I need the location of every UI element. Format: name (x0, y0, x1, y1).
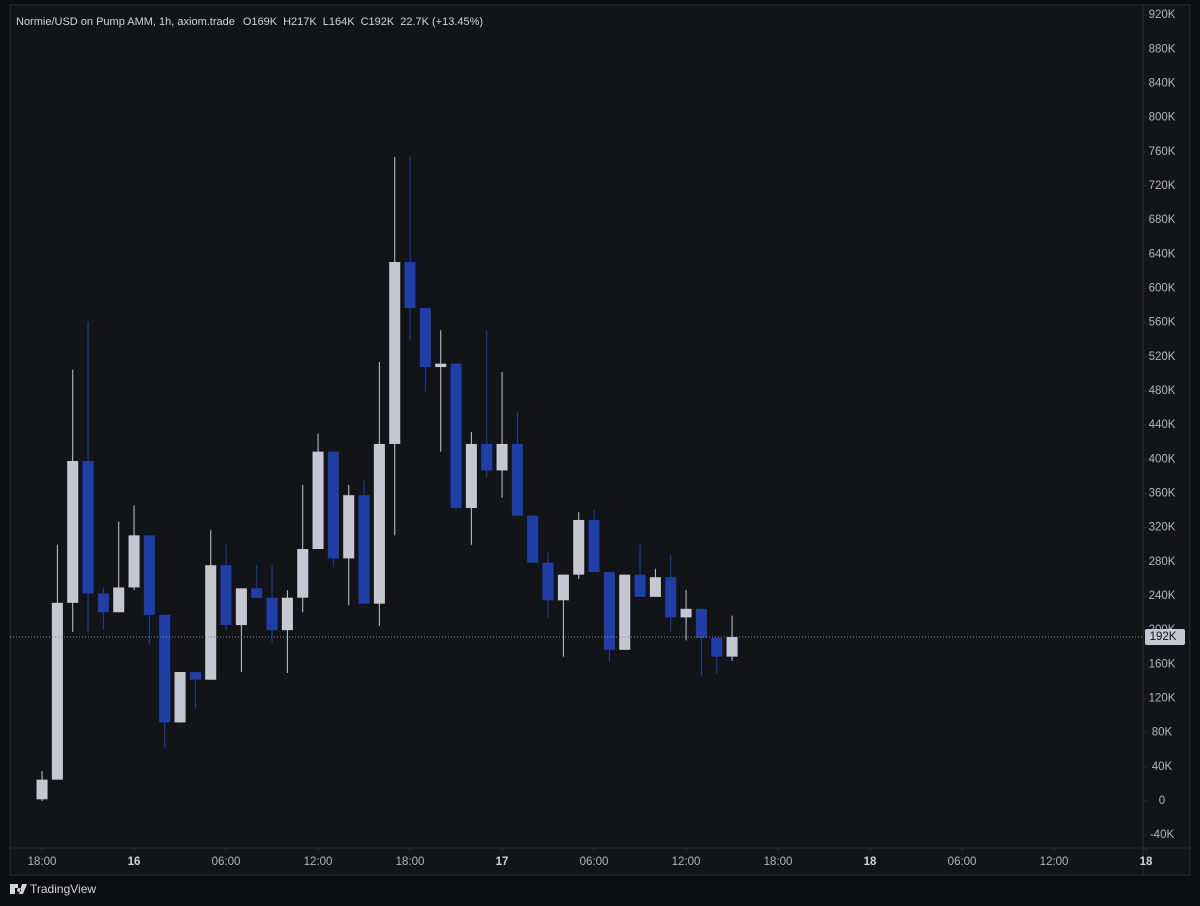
y-tick-label: 440K (1149, 419, 1176, 431)
candle-body (450, 363, 462, 509)
last-price-label: 192K (1150, 631, 1177, 643)
candle-body (373, 443, 385, 604)
candle-body (343, 495, 355, 559)
candle-body (573, 519, 585, 575)
candle-body (36, 779, 48, 800)
y-tick-label: 880K (1149, 43, 1176, 55)
candle-body (205, 565, 217, 680)
candle-body (695, 608, 707, 638)
candle-body (189, 672, 201, 680)
candle-body (266, 597, 278, 631)
x-tick-label: 18:00 (28, 856, 57, 868)
candle-body (113, 587, 125, 613)
candle-body (97, 593, 109, 613)
y-tick-label: 680K (1149, 214, 1176, 226)
candle-body (281, 597, 293, 631)
candle-body (726, 637, 738, 657)
candle-body (327, 451, 339, 559)
candle-body (82, 461, 94, 594)
candle-body (358, 495, 370, 604)
candle-body (389, 261, 401, 444)
chart-title: Normie/USD on Pump AMM, 1h, axiom.trade (16, 16, 235, 28)
x-tick-label: 16 (128, 856, 141, 868)
y-tick-label: 560K (1149, 317, 1176, 329)
candle-body (174, 672, 186, 723)
legend-item: 22.7K (+13.45%) (400, 16, 483, 28)
x-tick-label: 12:00 (1040, 856, 1069, 868)
candle-body (67, 461, 79, 603)
x-tick-label: 18:00 (396, 856, 425, 868)
candle-body (634, 574, 646, 597)
y-tick-label: 320K (1149, 522, 1176, 534)
plot (36, 156, 738, 802)
candle-body (404, 261, 416, 309)
candle-body (251, 588, 263, 598)
y-tick-label: 600K (1149, 283, 1176, 295)
candle-body (665, 577, 677, 618)
x-tick-label: 12:00 (304, 856, 333, 868)
y-tick-label: 480K (1149, 385, 1176, 397)
candle-body (143, 535, 155, 615)
candle-body (312, 451, 324, 550)
y-tick-label: 800K (1149, 112, 1176, 124)
candle-body (481, 443, 493, 471)
y-tick-label: 160K (1149, 658, 1176, 670)
legend-item: L164K (323, 16, 355, 28)
chart-frame (9, 4, 1191, 876)
x-tick-label: 06:00 (948, 856, 977, 868)
brand: TradingView (30, 882, 96, 896)
candle-body (527, 515, 539, 563)
y-tick-label: 640K (1149, 248, 1176, 260)
y-tick-label: 360K (1149, 488, 1176, 500)
y-tick-label: 400K (1149, 453, 1176, 465)
legend-item: H217K (283, 16, 317, 28)
y-tick-label: 240K (1149, 590, 1176, 602)
x-tick-label: 17 (496, 856, 509, 868)
candle-body (128, 535, 140, 588)
legend-item: C192K (361, 16, 395, 28)
y-tick-label: -40K (1150, 829, 1175, 841)
candle-body (649, 577, 661, 597)
y-tick-label: 0 (1159, 795, 1165, 807)
candle-body (680, 608, 692, 618)
candle-body (711, 637, 723, 657)
candle-body (557, 574, 569, 601)
y-tick-label: 280K (1149, 556, 1176, 568)
candle-body (51, 602, 63, 780)
y-tick-label: 80K (1152, 727, 1173, 739)
y-tick-label: 760K (1149, 146, 1176, 158)
y-tick-label: 520K (1149, 351, 1176, 363)
candle-body (435, 363, 447, 368)
y-tick-label: 120K (1149, 693, 1176, 705)
x-tick-label: 18 (1140, 856, 1153, 868)
y-tick-label: 720K (1149, 180, 1176, 192)
last-price-box (1145, 629, 1185, 646)
x-tick-label: 06:00 (212, 856, 241, 868)
x-tick-label: 06:00 (580, 856, 609, 868)
x-tick-label: 18 (864, 856, 877, 868)
tradingview-logo: TradingView (10, 882, 96, 896)
y-tick-label: 920K (1149, 9, 1176, 21)
logo-icon (10, 884, 27, 894)
candle-body (603, 572, 615, 650)
candle-body (619, 574, 631, 650)
candle-body (511, 443, 523, 516)
candle-body (419, 308, 431, 368)
legend-item: O169K (243, 16, 278, 28)
candle-body (220, 565, 232, 626)
candle-body (588, 519, 600, 573)
candle-body (496, 443, 508, 471)
candle-body (297, 549, 309, 598)
candle-body (159, 614, 171, 723)
x-tick-label: 12:00 (672, 856, 701, 868)
candle-body (542, 562, 554, 601)
y-tick-label: 840K (1149, 77, 1176, 89)
x-tick-label: 18:00 (764, 856, 793, 868)
candle-body (465, 443, 477, 509)
y-tick-label: 40K (1152, 761, 1173, 773)
candle-body (235, 588, 247, 626)
